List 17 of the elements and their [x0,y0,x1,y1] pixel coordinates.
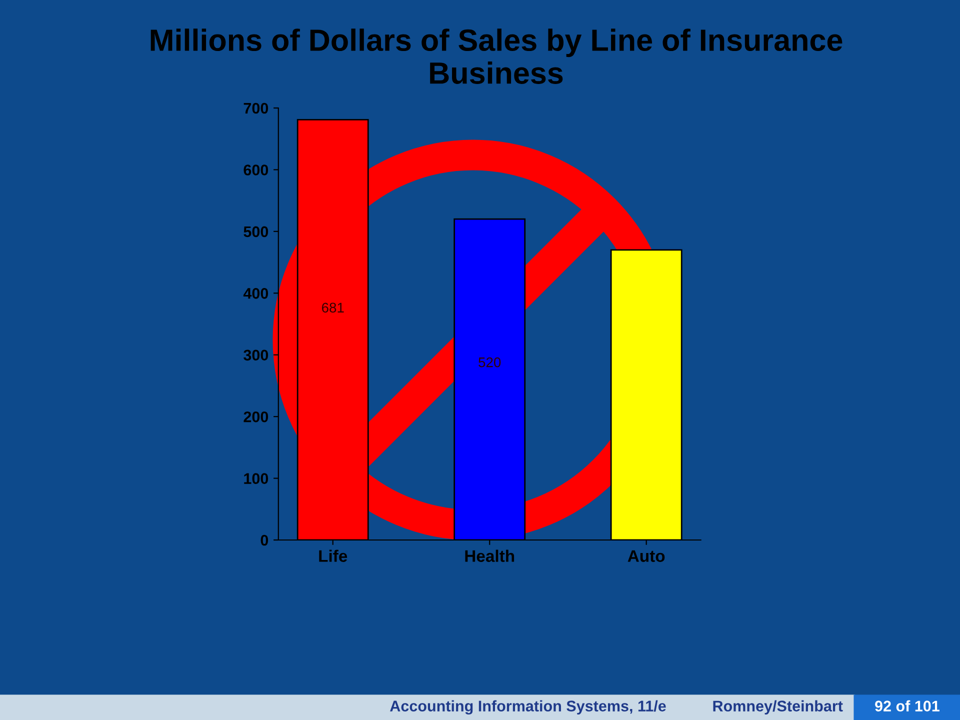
data-label: 520 [478,357,501,368]
data-label: 681 [322,302,344,313]
y-tick-label: 300 [244,350,268,361]
text: Accounting Information Systems, 11/e [390,700,666,715]
chart-title: Millions of Dollars of Sales by Line of Insurance Business [150,28,842,84]
y-tick-label: 100 [244,473,268,484]
y-tick-label: 600 [244,164,268,176]
y-tick-label: 0 [260,534,268,546]
x-tick-label: Health [465,550,514,562]
y-tick-label: 200 [244,411,268,422]
text: 92 of 101 [875,700,940,712]
y-tick-label: 400 [243,288,268,299]
y-tick-label: 500 [244,226,268,238]
text: Romney/Steinbart [713,700,843,715]
x-tick-label: Auto [628,550,665,562]
x-tick-label: Life [319,550,348,562]
y-tick-label: 700 [244,102,268,114]
